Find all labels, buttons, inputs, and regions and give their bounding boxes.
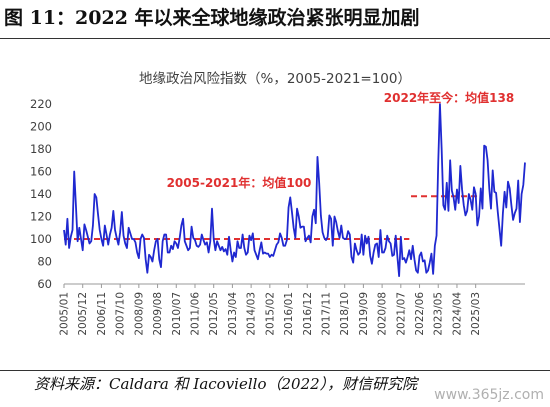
line-chart: 地缘政治风险指数（%，2005-2021=100） 60 80 100 120 140 1…: [30, 71, 526, 336]
y-tick-label: 180: [30, 142, 52, 156]
y-tick-label: 220: [30, 97, 52, 111]
x-tick-label: 2019/09: [358, 292, 370, 336]
y-tick-label: 200: [30, 120, 52, 134]
source-divider: [0, 370, 550, 371]
source-note: 资料来源：Caldara 和 Iacoviello（2022），财信研究院: [34, 375, 418, 393]
title-divider: [0, 38, 550, 39]
y-axis: 60 80 100 120 140 160 180 200 220: [30, 97, 52, 291]
x-axis: 2005/01 2005/12 2006/11 2007/10 2008/09 2009/…: [59, 283, 525, 336]
series-line-gpr-index: [63, 103, 526, 278]
y-tick-label: 60: [37, 277, 52, 291]
y-tick-label: 80: [37, 255, 52, 269]
x-tick-label: 2005/01: [59, 292, 71, 336]
x-tick-label: 2009/08: [152, 292, 164, 336]
x-tick-label: 2017/11: [320, 292, 332, 336]
x-tick-label: 2025/03: [470, 292, 482, 336]
x-tick-label: 2008/09: [133, 292, 145, 336]
y-tick-label: 140: [30, 187, 52, 201]
x-tick-label: 2014/03: [246, 292, 258, 336]
x-tick-label: 2018/10: [339, 292, 351, 336]
y-tick-label: 100: [30, 232, 52, 246]
reference-label-2022-now: 2022年至今：均值138: [384, 90, 514, 105]
x-tick-label: 2021/07: [395, 292, 407, 336]
watermark: www.365jz.com: [434, 387, 544, 403]
x-tick-label: 2024/04: [451, 292, 463, 336]
x-tick-label: 2022/06: [414, 292, 426, 336]
x-tick-label: 2023/05: [433, 292, 445, 336]
chart-title: 地缘政治风险指数（%，2005-2021=100）: [139, 71, 411, 87]
y-tick-label: 160: [30, 165, 52, 179]
x-tick-label: 2016/12: [302, 292, 314, 336]
x-tick-label: 2016/01: [283, 292, 295, 336]
y-tick-label: 120: [30, 210, 52, 224]
figure-title: 图 11：2022 年以来全球地缘政治紧张明显加剧: [4, 7, 420, 29]
x-tick-label: 2020/08: [377, 292, 389, 336]
reference-lines: [64, 195, 480, 240]
x-tick-label: 2012/05: [208, 292, 220, 336]
x-tick-label: 2007/10: [115, 292, 127, 336]
x-tick-label: 2006/11: [96, 292, 108, 336]
reference-label-2005-2021: 2005-2021年：均值100: [167, 175, 312, 190]
x-tick-label: 2011/06: [189, 292, 201, 336]
x-tick-label: 2005/12: [77, 292, 89, 336]
x-tick-label: 2010/07: [171, 292, 183, 336]
x-tick-label: 2015/02: [264, 292, 276, 336]
x-tick-label: 2013/04: [227, 292, 239, 336]
